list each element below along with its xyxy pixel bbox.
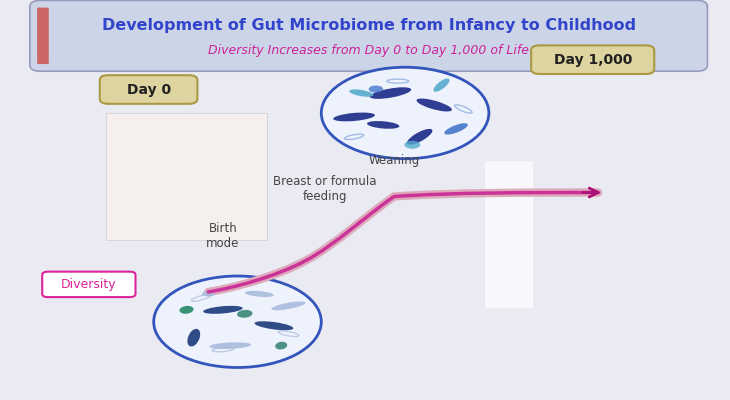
Text: Diversity: Diversity [61, 278, 117, 291]
Ellipse shape [188, 329, 200, 346]
Text: Day 0: Day 0 [126, 82, 171, 96]
Ellipse shape [203, 306, 242, 314]
Ellipse shape [349, 90, 374, 97]
Ellipse shape [245, 291, 274, 297]
Ellipse shape [237, 310, 253, 318]
Text: Breast or formula
feeding: Breast or formula feeding [273, 175, 377, 203]
Ellipse shape [210, 342, 251, 349]
Ellipse shape [370, 87, 411, 99]
Ellipse shape [275, 342, 287, 350]
Ellipse shape [367, 121, 399, 129]
Ellipse shape [180, 306, 193, 314]
Circle shape [321, 67, 489, 159]
Ellipse shape [201, 291, 215, 296]
FancyBboxPatch shape [531, 45, 654, 74]
FancyBboxPatch shape [42, 272, 136, 297]
Ellipse shape [333, 112, 375, 121]
Text: Development of Gut Microbiome from Infancy to Childhood: Development of Gut Microbiome from Infan… [101, 18, 636, 33]
Text: Weaning: Weaning [369, 154, 420, 167]
FancyBboxPatch shape [37, 8, 49, 64]
FancyBboxPatch shape [30, 0, 707, 71]
Ellipse shape [255, 321, 293, 330]
Text: Day 1,000: Day 1,000 [554, 53, 632, 67]
Text: Birth
mode: Birth mode [207, 222, 239, 250]
Ellipse shape [417, 98, 452, 112]
Ellipse shape [369, 86, 383, 93]
Ellipse shape [404, 141, 420, 149]
Circle shape [154, 276, 321, 368]
Ellipse shape [445, 123, 468, 134]
FancyBboxPatch shape [100, 75, 197, 104]
Ellipse shape [434, 78, 450, 92]
FancyBboxPatch shape [485, 161, 533, 308]
Ellipse shape [407, 129, 432, 145]
Ellipse shape [272, 302, 306, 310]
FancyBboxPatch shape [107, 113, 266, 240]
Text: Diversity Increases from Day 0 to Day 1,000 of Life: Diversity Increases from Day 0 to Day 1,… [208, 44, 529, 57]
